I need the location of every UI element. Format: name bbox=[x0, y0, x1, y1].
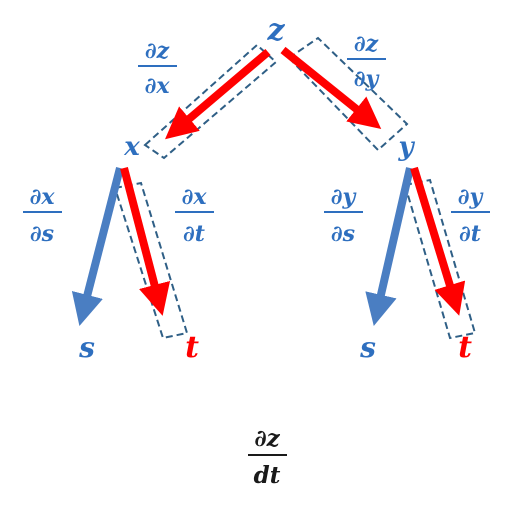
label-dy-dt-den: ∂t bbox=[459, 221, 481, 247]
node-y: y bbox=[397, 132, 415, 162]
result-dz-dt: ∂z dt bbox=[248, 425, 287, 489]
label-dy-ds-den: ∂s bbox=[331, 221, 355, 247]
label-dz-dx-num: ∂z bbox=[145, 38, 170, 64]
node-y-s: s bbox=[359, 331, 376, 364]
label-dz-dx: ∂z ∂x bbox=[138, 38, 177, 99]
arrow-z-to-y bbox=[280, 46, 382, 130]
label-dx-ds-num: ∂x bbox=[30, 184, 56, 210]
node-x-t: t bbox=[185, 330, 199, 365]
label-dy-dt-num: ∂y bbox=[458, 184, 485, 210]
label-dy-dt: ∂y ∂t bbox=[451, 184, 490, 247]
label-dx-ds-den: ∂s bbox=[30, 221, 54, 247]
result-den: dt bbox=[254, 462, 281, 489]
result-num: ∂z bbox=[254, 425, 280, 452]
arrow-z-to-x bbox=[165, 48, 271, 140]
node-x: x bbox=[123, 132, 140, 162]
arrow-y-to-s bbox=[365, 167, 414, 327]
node-x-s: s bbox=[78, 331, 95, 364]
label-dx-dt: ∂x ∂t bbox=[175, 184, 214, 247]
label-dy-ds-num: ∂y bbox=[331, 184, 358, 210]
highlight-box-z-y bbox=[287, 36, 409, 152]
label-dz-dx-den: ∂x bbox=[145, 73, 171, 99]
label-dz-dy-num: ∂z bbox=[354, 31, 379, 57]
arrow-x-to-t bbox=[120, 166, 171, 316]
node-y-t: t bbox=[458, 330, 472, 365]
label-dz-dy: ∂z ∂y bbox=[347, 31, 386, 92]
node-z: z bbox=[266, 13, 285, 48]
arrow-y-to-t bbox=[410, 166, 466, 316]
label-dz-dy-den: ∂y bbox=[354, 66, 381, 92]
label-dx-dt-den: ∂t bbox=[183, 221, 205, 247]
label-dy-ds: ∂y ∂s bbox=[324, 184, 363, 247]
label-dx-dt-num: ∂x bbox=[182, 184, 208, 210]
label-dx-ds: ∂x ∂s bbox=[23, 184, 62, 247]
arrow-x-to-s bbox=[71, 167, 124, 326]
highlight-box-z-x bbox=[143, 43, 278, 160]
